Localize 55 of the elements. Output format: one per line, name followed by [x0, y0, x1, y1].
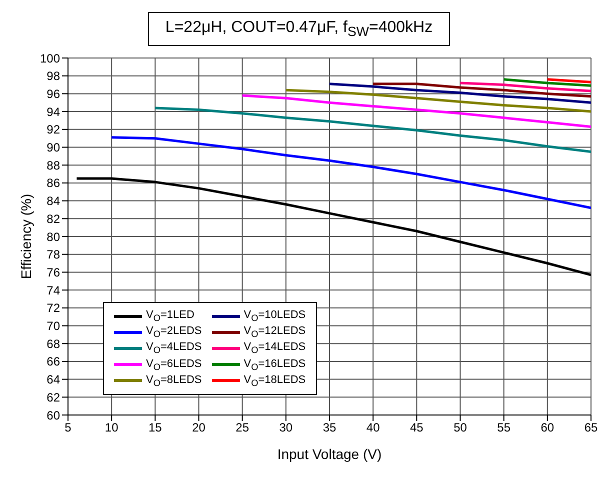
x-tick-label: 60	[540, 420, 554, 435]
legend-label: V$_{O}$=8LEDS	[146, 374, 202, 388]
legend-label: V$_{O}$=4LEDS	[146, 341, 202, 356]
chart-title: L=22μH, COUT=0.47μF, f$_{SW}$=400kHz	[148, 12, 450, 46]
y-tick-label: 88	[46, 158, 60, 172]
y-tick-label: 64	[46, 372, 60, 387]
y-tick-label: 74	[46, 283, 60, 298]
legend-label: V$_{O}$=6LEDS	[146, 358, 202, 372]
y-tick-label: 66	[46, 354, 60, 369]
line-series	[75, 177, 591, 276]
legend-label: V$_{O}$=18LEDS	[244, 374, 306, 388]
x-tick-label: 5	[64, 420, 72, 435]
y-tick-label: 84	[46, 194, 60, 208]
y-tick-label: 82	[46, 212, 60, 226]
y-tick-label: 60	[46, 408, 60, 422]
x-tick-label: 50	[454, 420, 468, 435]
x-axis-title: Input Voltage (V)	[277, 446, 382, 462]
y-tick-label: 68	[46, 336, 60, 351]
line-series	[328, 82, 591, 104]
x-tick-label: 55	[497, 420, 511, 435]
line-series	[110, 136, 591, 210]
legend-label: V$_{O}$=16LEDS	[244, 358, 306, 372]
y-tick-label: 80	[46, 230, 60, 244]
y-tick-label: 98	[46, 69, 60, 84]
y-tick-label: 62	[46, 390, 60, 404]
x-tick-label: 15	[148, 420, 162, 435]
y-tick-label: 78	[46, 248, 60, 262]
x-tick-label: 20	[192, 420, 206, 435]
y-tick-label: 100	[40, 51, 60, 66]
y-tick-label: 96	[46, 86, 60, 101]
y-axis-title: Efficiency (%)	[18, 194, 34, 280]
y-tick-label: 70	[46, 319, 60, 334]
y-tick-label: 76	[46, 265, 60, 280]
legend-label: V$_{O}$=1LED	[146, 309, 194, 324]
line-series	[154, 106, 591, 153]
y-tick-label: 86	[46, 176, 60, 190]
y-tick-label: 72	[46, 301, 60, 316]
legend-label: V$_{O}$=14LEDS	[244, 341, 306, 356]
line-series	[372, 82, 591, 98]
line-series	[284, 88, 591, 113]
y-tick-label: 90	[46, 140, 60, 155]
line-series	[241, 94, 591, 128]
x-tick-label: 40	[366, 420, 380, 435]
line-series	[459, 82, 591, 92]
y-tick-label: 94	[46, 104, 60, 119]
x-tick-label: 45	[410, 420, 424, 435]
legend-label: V$_{O}$=2LEDS	[146, 325, 202, 340]
legend-label: V$_{O}$=12LEDS	[244, 325, 306, 340]
x-tick-label: 30	[279, 420, 293, 435]
legend-label: V$_{O}$=10LEDS	[244, 309, 306, 324]
x-tick-label: 10	[104, 420, 119, 435]
x-tick-label: 65	[584, 420, 598, 435]
x-tick-label: 35	[322, 420, 336, 435]
y-tick-label: 92	[46, 122, 60, 137]
x-tick-label: 25	[236, 420, 250, 435]
